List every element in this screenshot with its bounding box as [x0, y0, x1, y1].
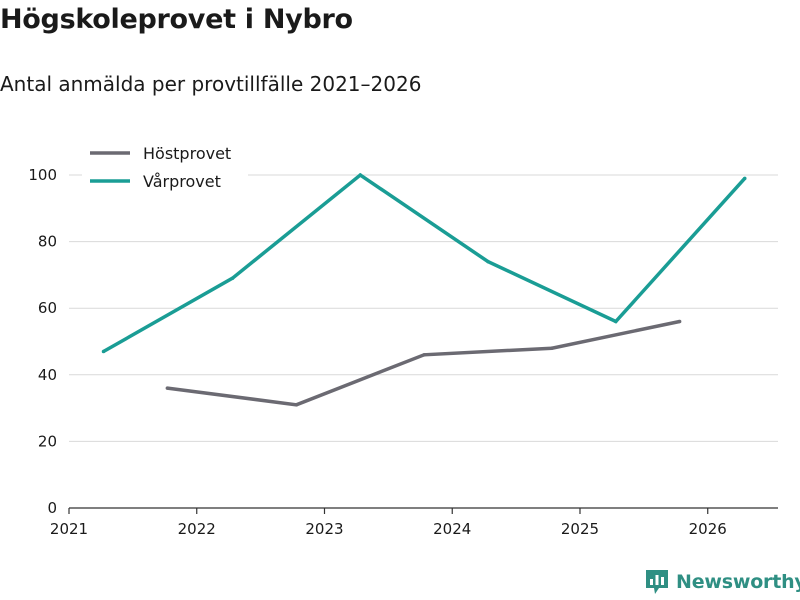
data-point-1-3: [422, 353, 426, 357]
legend-box: [82, 140, 248, 200]
chart-title: Högskoleprovet i Nybro: [0, 4, 353, 35]
data-point-1-5: [677, 319, 682, 324]
chart-subtitle: Antal anmälda per provtillfälle 2021–202…: [0, 72, 422, 96]
x-tick-label-2021: 2021: [50, 520, 88, 538]
brand-name: Newsworthy: [676, 571, 800, 593]
x-tick-label-2024: 2024: [433, 520, 471, 538]
data-point-1-1: [165, 386, 170, 390]
x-tick-label-2022: 2022: [178, 520, 216, 538]
legend-label-1: Höstprovet: [143, 144, 231, 163]
data-point-1-4: [550, 346, 554, 350]
data-point-1-2: [294, 403, 299, 407]
y-tick-label-0: 0: [47, 499, 57, 517]
y-tick-label-20: 20: [38, 432, 57, 450]
line-chart: 0 20 40 60 80 100 2021 2022 2023 2024 2025 2026 Höst…: [28, 140, 778, 538]
data-point-2-3: [358, 173, 363, 177]
x-tick-label-2026: 2026: [689, 520, 727, 538]
newsworthy-logo-icon: [646, 570, 668, 594]
data-point-2-5: [614, 319, 618, 324]
y-tick-label-100: 100: [28, 166, 57, 184]
y-tick-label-60: 60: [38, 299, 57, 317]
data-point-2-1: [101, 349, 106, 354]
data-point-2-4: [486, 259, 490, 264]
data-point-2-2: [230, 276, 235, 280]
series-line-1: [167, 319, 680, 407]
legend-label-2: Vårprovet: [143, 172, 221, 191]
y-tick-label-40: 40: [38, 366, 57, 384]
y-tick-label-80: 80: [38, 233, 57, 251]
x-tick-label-2023: 2023: [305, 520, 343, 538]
x-tick-label-2025: 2025: [561, 520, 599, 538]
brand-logo: Newsworthy: [644, 568, 800, 596]
data-point-2-6: [743, 176, 747, 181]
series-line-2: [102, 172, 747, 354]
